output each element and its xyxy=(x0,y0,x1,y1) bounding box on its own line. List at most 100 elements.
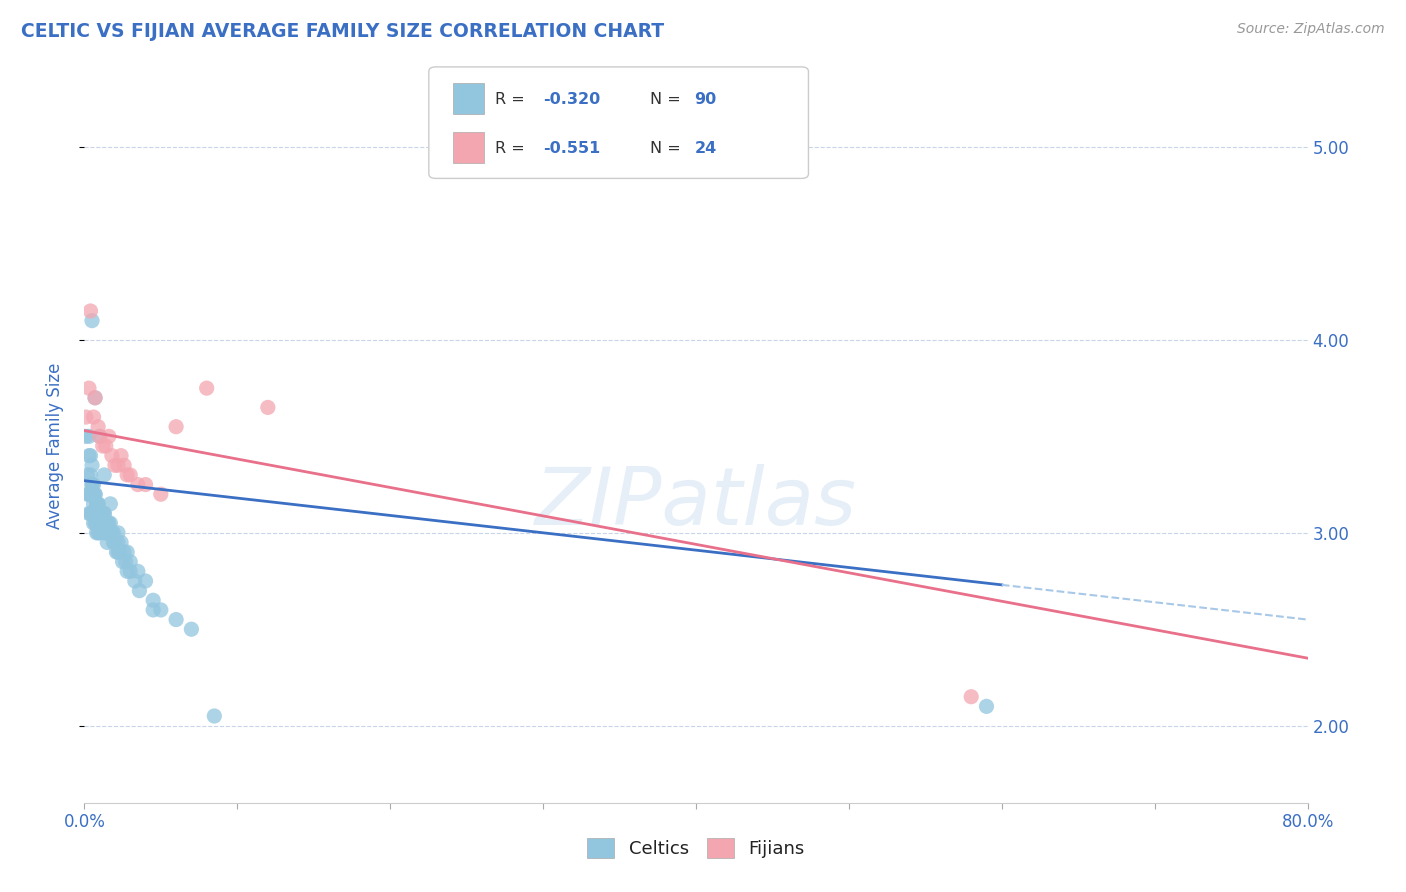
Point xyxy=(107,525,129,540)
Text: R =: R = xyxy=(495,141,530,155)
Point xyxy=(98,516,121,530)
Point xyxy=(97,429,120,443)
Point xyxy=(101,525,124,540)
Point xyxy=(165,419,187,434)
Text: N =: N = xyxy=(650,92,686,106)
Point xyxy=(112,458,135,473)
Text: ZIPatlas: ZIPatlas xyxy=(534,464,858,542)
Point xyxy=(960,690,983,704)
Point xyxy=(87,419,110,434)
Point xyxy=(127,477,149,491)
Point xyxy=(91,516,114,530)
Point xyxy=(149,603,172,617)
Point xyxy=(80,477,103,491)
Point xyxy=(79,467,101,482)
Point xyxy=(89,507,111,521)
Point xyxy=(97,516,120,530)
Point xyxy=(115,467,138,482)
Point xyxy=(101,449,124,463)
Point xyxy=(165,613,187,627)
Point xyxy=(87,497,110,511)
Point xyxy=(89,525,111,540)
Text: N =: N = xyxy=(650,141,686,155)
Point xyxy=(77,381,100,395)
Point xyxy=(104,458,127,473)
Point xyxy=(91,507,114,521)
Point xyxy=(75,429,97,443)
Point xyxy=(83,410,105,425)
Y-axis label: Average Family Size: Average Family Size xyxy=(45,363,63,529)
Point xyxy=(80,507,103,521)
Point xyxy=(79,304,101,318)
Point xyxy=(108,545,131,559)
Point xyxy=(135,477,157,491)
Point xyxy=(84,507,107,521)
Legend: Celtics, Fijians: Celtics, Fijians xyxy=(581,830,811,865)
Point xyxy=(91,439,114,453)
Point xyxy=(93,507,115,521)
Point xyxy=(76,467,98,482)
Point xyxy=(84,487,107,501)
Point xyxy=(104,535,127,549)
Point xyxy=(103,535,125,549)
Point xyxy=(90,507,112,521)
Point xyxy=(115,565,138,579)
Text: Source: ZipAtlas.com: Source: ZipAtlas.com xyxy=(1237,22,1385,37)
Point xyxy=(107,545,129,559)
Point xyxy=(120,467,142,482)
Point xyxy=(77,449,100,463)
Point xyxy=(110,449,132,463)
Text: 24: 24 xyxy=(695,141,717,155)
Point xyxy=(180,622,202,636)
Point xyxy=(142,593,165,607)
Point xyxy=(87,507,110,521)
Point xyxy=(86,516,108,530)
Point xyxy=(120,565,142,579)
Point xyxy=(77,487,100,501)
Point xyxy=(257,401,280,415)
Point xyxy=(124,574,146,588)
Point xyxy=(127,565,149,579)
Point xyxy=(976,699,998,714)
Point xyxy=(77,429,100,443)
Point xyxy=(80,313,103,327)
Point xyxy=(93,525,115,540)
Point xyxy=(80,477,103,491)
Point xyxy=(115,545,138,559)
Text: R =: R = xyxy=(495,92,530,106)
Point xyxy=(142,603,165,617)
Point xyxy=(87,525,110,540)
Point xyxy=(86,525,108,540)
Point xyxy=(84,516,107,530)
Point xyxy=(202,709,225,723)
Point xyxy=(80,458,103,473)
Point xyxy=(83,497,105,511)
Point xyxy=(79,487,101,501)
Point xyxy=(84,487,107,501)
Point xyxy=(93,507,115,521)
Point xyxy=(90,507,112,521)
Point xyxy=(89,429,111,443)
Point xyxy=(96,535,118,549)
Text: -0.551: -0.551 xyxy=(543,141,600,155)
Point xyxy=(195,381,218,395)
Point xyxy=(135,574,157,588)
Point xyxy=(128,583,150,598)
Point xyxy=(101,525,124,540)
Text: 90: 90 xyxy=(695,92,717,106)
Point xyxy=(76,487,98,501)
Point xyxy=(79,507,101,521)
Point xyxy=(94,516,117,530)
Point xyxy=(89,429,111,443)
Point xyxy=(90,516,112,530)
Point xyxy=(111,555,134,569)
Point xyxy=(96,516,118,530)
Point xyxy=(87,497,110,511)
Point xyxy=(149,487,172,501)
Point xyxy=(97,525,120,540)
Point xyxy=(86,497,108,511)
Point xyxy=(103,525,125,540)
Point xyxy=(86,497,108,511)
Point xyxy=(94,439,117,453)
Point xyxy=(110,535,132,549)
